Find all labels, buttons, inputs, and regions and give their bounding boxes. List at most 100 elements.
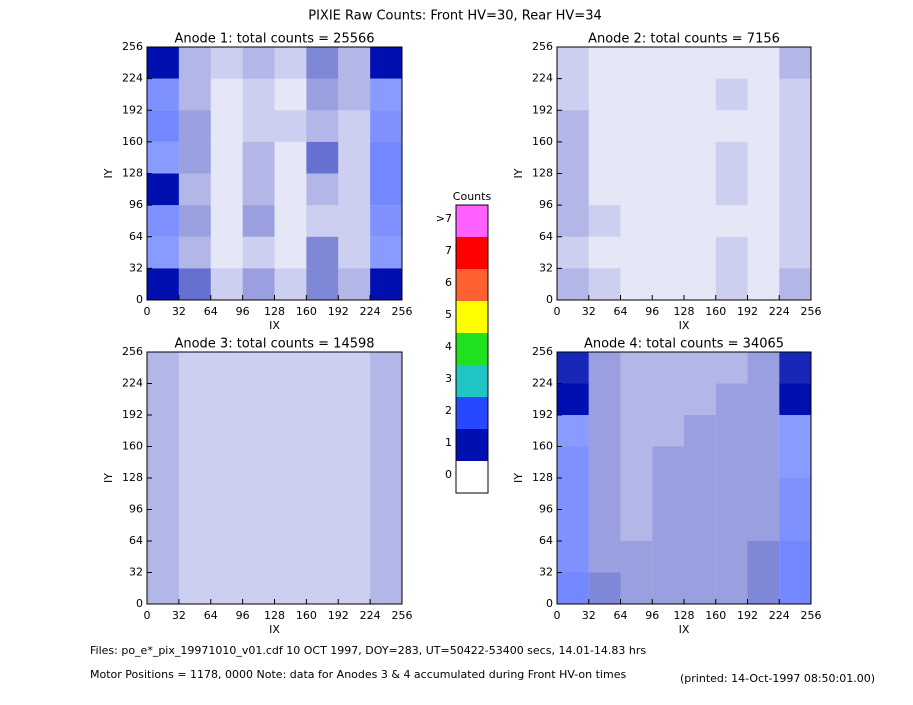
heat-cell bbox=[147, 572, 179, 604]
colorbar-swatch bbox=[456, 397, 488, 429]
x-tick-label: 128 bbox=[264, 609, 285, 622]
x-tick-label: 224 bbox=[360, 305, 381, 318]
heat-cell bbox=[747, 478, 780, 510]
heat-cell bbox=[274, 141, 307, 174]
heat-cell bbox=[684, 541, 716, 573]
heat-cell bbox=[210, 110, 243, 142]
heat-cell bbox=[242, 541, 275, 573]
y-tick-label: 32 bbox=[539, 566, 553, 579]
heat-cell bbox=[178, 205, 211, 237]
heat-cell bbox=[210, 47, 243, 79]
heat-cell bbox=[178, 415, 211, 447]
heat-cell bbox=[652, 268, 684, 300]
footer-motor: Motor Positions = 1178, 0000 Note: data … bbox=[90, 668, 626, 681]
panel-title: Anode 3: total counts = 14598 bbox=[174, 337, 374, 352]
x-tick-label: 32 bbox=[172, 609, 186, 622]
y-tick-label: 0 bbox=[546, 597, 553, 610]
y-tick-label: 64 bbox=[539, 534, 553, 547]
y-tick-label: 224 bbox=[532, 377, 553, 390]
x-axis-label: IX bbox=[679, 623, 690, 636]
y-tick-label: 96 bbox=[539, 198, 553, 211]
footer-files: Files: po_e*_pix_19971010_v01.cdf 10 OCT… bbox=[90, 644, 646, 657]
heat-cell bbox=[178, 78, 211, 111]
x-axis-label: IX bbox=[679, 319, 690, 332]
colorbar-label: 2 bbox=[445, 404, 452, 417]
heat-cell bbox=[370, 352, 402, 384]
heat-cell bbox=[620, 205, 653, 237]
heat-cell bbox=[652, 541, 684, 573]
heat-cell bbox=[306, 236, 339, 269]
heat-cell bbox=[557, 205, 589, 237]
heat-cell bbox=[210, 509, 243, 541]
heat-cell bbox=[210, 541, 243, 573]
x-tick-label: 0 bbox=[554, 609, 561, 622]
heat-cell bbox=[178, 47, 211, 79]
heat-cell bbox=[242, 78, 275, 111]
heat-cell bbox=[338, 478, 371, 510]
x-tick-label: 160 bbox=[705, 609, 726, 622]
heat-cell bbox=[684, 383, 716, 415]
heat-cell bbox=[747, 236, 780, 269]
heat-cell bbox=[684, 110, 716, 142]
heat-cell bbox=[588, 78, 621, 111]
heat-cell bbox=[147, 446, 179, 478]
heat-cell bbox=[684, 141, 716, 174]
heat-cell bbox=[779, 509, 811, 541]
y-axis-label: IY bbox=[512, 168, 525, 178]
y-tick-label: 160 bbox=[532, 440, 553, 453]
heat-cell bbox=[652, 509, 684, 541]
heat-cell bbox=[338, 415, 371, 447]
heat-cell bbox=[306, 509, 339, 541]
heat-cell bbox=[370, 446, 402, 478]
heat-cell bbox=[620, 268, 653, 300]
colorbar-label: 7 bbox=[445, 244, 452, 257]
heat-cell bbox=[306, 541, 339, 573]
x-tick-label: 96 bbox=[236, 305, 250, 318]
colorbar-title: Counts bbox=[453, 190, 492, 203]
heat-cell bbox=[242, 173, 275, 206]
heat-cell bbox=[370, 47, 402, 79]
y-tick-label: 128 bbox=[532, 471, 553, 484]
heat-cell bbox=[242, 141, 275, 174]
heat-cell bbox=[779, 110, 811, 142]
x-tick-label: 160 bbox=[296, 609, 317, 622]
x-tick-label: 160 bbox=[705, 305, 726, 318]
heat-cell bbox=[684, 572, 716, 604]
heat-cell bbox=[370, 478, 402, 510]
x-tick-label: 64 bbox=[204, 609, 218, 622]
heat-cell bbox=[242, 415, 275, 447]
heat-cell bbox=[588, 509, 621, 541]
heat-cell bbox=[747, 173, 780, 206]
colorbar-swatch bbox=[456, 429, 488, 461]
heat-cell bbox=[557, 141, 589, 174]
heat-cell bbox=[210, 446, 243, 478]
heat-cell bbox=[588, 446, 621, 478]
heat-cell bbox=[557, 236, 589, 269]
heat-cell bbox=[620, 383, 653, 415]
x-tick-label: 32 bbox=[582, 609, 596, 622]
heat-cell bbox=[588, 110, 621, 142]
colorbar-swatch bbox=[456, 269, 488, 301]
heat-cell bbox=[338, 47, 371, 79]
heat-cell bbox=[684, 78, 716, 111]
heat-cell bbox=[274, 415, 307, 447]
heat-cell bbox=[747, 47, 780, 79]
heat-cell bbox=[620, 572, 653, 604]
heat-cell bbox=[242, 478, 275, 510]
heat-cell bbox=[370, 78, 402, 111]
heat-cell bbox=[370, 268, 402, 300]
heat-cell bbox=[178, 352, 211, 384]
heat-cell bbox=[242, 383, 275, 415]
heat-cell bbox=[210, 478, 243, 510]
heat-cell bbox=[747, 572, 780, 604]
heat-cell bbox=[557, 173, 589, 206]
heat-cell bbox=[588, 47, 621, 79]
heat-cell bbox=[147, 268, 179, 300]
x-axis-label: IX bbox=[269, 623, 280, 636]
heat-cell bbox=[747, 383, 780, 415]
y-tick-label: 0 bbox=[136, 293, 143, 306]
heat-cell bbox=[178, 110, 211, 142]
heat-cell bbox=[557, 352, 589, 384]
x-tick-label: 256 bbox=[392, 609, 413, 622]
